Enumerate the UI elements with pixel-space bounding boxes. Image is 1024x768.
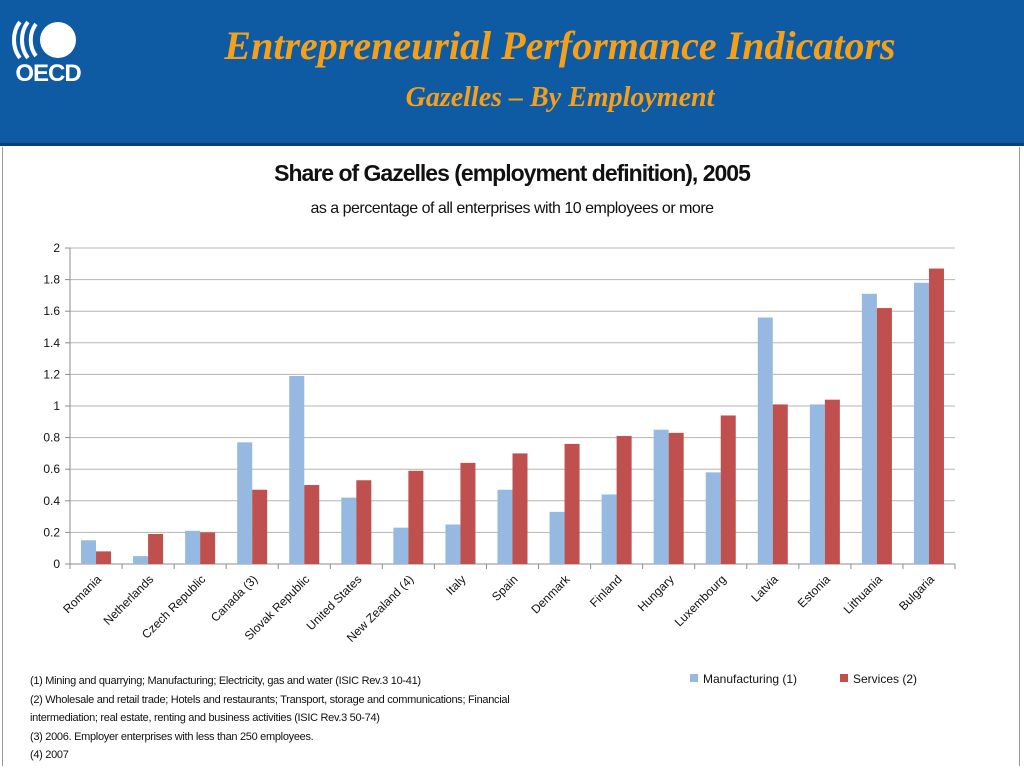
x-tick-label: Bulgaria bbox=[896, 572, 937, 613]
y-tick-label: 2 bbox=[53, 241, 60, 255]
bar-services bbox=[512, 453, 528, 564]
bar-manufacturing bbox=[237, 442, 253, 564]
y-tick-label: 1.4 bbox=[43, 336, 60, 350]
bar-services bbox=[96, 551, 112, 564]
footnotes: (1) Mining and quarrying; Manufacturing;… bbox=[30, 672, 670, 765]
header-banner: OECD Entrepreneurial Performance Indicat… bbox=[0, 0, 1024, 143]
legend-swatch-manufacturing bbox=[690, 674, 698, 682]
x-tick-label: Latvia bbox=[748, 572, 781, 605]
bar-services bbox=[720, 415, 736, 564]
x-tick-label: Luxembourg bbox=[672, 572, 729, 629]
bar-services bbox=[616, 436, 632, 564]
bar-services bbox=[928, 268, 944, 564]
bar-services bbox=[408, 470, 424, 564]
bar-manufacturing bbox=[393, 527, 409, 564]
bar-manufacturing bbox=[653, 429, 669, 564]
bar-manufacturing bbox=[289, 375, 305, 564]
y-tick-label: 1.2 bbox=[43, 367, 60, 381]
oecd-logo-icon bbox=[12, 20, 76, 60]
bar-manufacturing bbox=[341, 497, 357, 564]
legend-swatch-services bbox=[840, 674, 848, 682]
y-tick-label: 0.8 bbox=[43, 431, 60, 445]
chart-frame bbox=[2, 147, 1020, 766]
bar-services bbox=[564, 443, 580, 564]
bar-manufacturing bbox=[445, 524, 461, 564]
bar-manufacturing bbox=[497, 489, 513, 564]
bar-manufacturing bbox=[705, 472, 721, 564]
legend-item-services: Services (2) bbox=[840, 672, 917, 686]
bar-manufacturing bbox=[601, 494, 617, 564]
chart-title: Share of Gazelles (employment definition… bbox=[274, 160, 751, 186]
bar-services bbox=[824, 399, 840, 564]
legend-label-manufacturing: Manufacturing (1) bbox=[703, 672, 798, 686]
footnote-3: (3) 2006. Employer enterprises with less… bbox=[30, 730, 314, 743]
x-tick-label: Netherlands bbox=[101, 572, 157, 628]
x-tick-label: Italy bbox=[443, 572, 468, 597]
bar-services bbox=[200, 532, 216, 564]
bar-services bbox=[772, 404, 788, 564]
bar-services bbox=[460, 462, 476, 564]
bar-manufacturing bbox=[133, 556, 149, 564]
bar-manufacturing bbox=[549, 511, 565, 564]
bar-manufacturing bbox=[185, 530, 201, 564]
y-tick-label: 0.4 bbox=[43, 494, 60, 508]
bar-services bbox=[876, 308, 892, 564]
x-tick-label: Denmark bbox=[528, 572, 573, 617]
bar-manufacturing bbox=[861, 293, 877, 564]
x-tick-label: Spain bbox=[489, 572, 521, 604]
legend-item-manufacturing: Manufacturing (1) bbox=[690, 672, 797, 686]
header-divider bbox=[0, 143, 1024, 146]
bar-services bbox=[252, 489, 268, 564]
bar-manufacturing bbox=[757, 317, 773, 564]
y-tick-label: 0 bbox=[53, 557, 60, 571]
y-tick-label: 1.8 bbox=[43, 273, 60, 287]
page-subtitle: Gazelles – By Employment bbox=[405, 82, 715, 113]
bar-manufacturing bbox=[913, 282, 929, 564]
page-title: Entrepreneurial Performance Indicators bbox=[224, 23, 896, 68]
bar-services bbox=[304, 485, 320, 564]
footnote-2: (2) Wholesale and retail trade; Hotels a… bbox=[30, 693, 510, 706]
x-tick-label: Estonia bbox=[795, 572, 833, 610]
logo-text: OECD bbox=[15, 60, 81, 87]
x-tick-label: Hungary bbox=[635, 572, 677, 614]
bar-manufacturing bbox=[809, 404, 825, 564]
x-tick-label: Lithuania bbox=[841, 572, 886, 617]
y-tick-label: 1.6 bbox=[43, 304, 60, 318]
bar-manufacturing bbox=[81, 540, 97, 564]
footnote-1: (1) Mining and quarrying; Manufacturing;… bbox=[30, 675, 421, 687]
footnote-2-continued: intermediation; real estate, renting and… bbox=[30, 712, 380, 724]
x-tick-label: Finland bbox=[587, 572, 625, 610]
x-tick-label: Canada (3) bbox=[208, 572, 260, 624]
x-tick-label: Romania bbox=[60, 572, 104, 616]
bar-services bbox=[356, 480, 372, 564]
y-tick-label: 0.2 bbox=[43, 525, 60, 539]
bar-services bbox=[668, 432, 684, 564]
y-tick-label: 0.6 bbox=[43, 462, 60, 476]
y-tick-label: 1 bbox=[53, 399, 60, 413]
bar-services bbox=[148, 533, 164, 564]
footnote-4: (4) 2007 bbox=[30, 749, 69, 761]
legend-label-services: Services (2) bbox=[853, 672, 918, 686]
chart-subtitle: as a percentage of all enterprises with … bbox=[310, 200, 714, 217]
